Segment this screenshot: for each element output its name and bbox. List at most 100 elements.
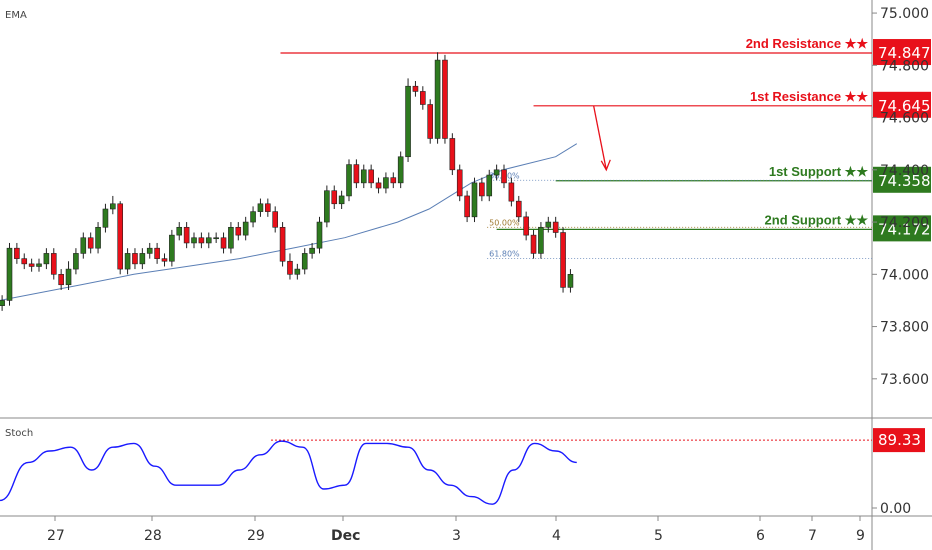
candle-body (6, 247, 13, 301)
level-label: 1st Support ★★ (769, 164, 868, 179)
candle-body (368, 169, 374, 184)
candle-body (169, 234, 175, 262)
candle-body (228, 226, 234, 249)
candle-body (87, 237, 94, 249)
level-price-text: 74.172 (878, 220, 931, 238)
candle-body (375, 182, 382, 189)
level-price-text: 74.358 (878, 172, 931, 190)
level-label: 2nd Support ★★ (765, 212, 869, 227)
candle-body (257, 203, 264, 212)
level-label: 2nd Resistance ★★ (746, 36, 869, 51)
time-axis-label: 4 (552, 528, 561, 544)
price-axis-label: 74.800 (880, 58, 929, 74)
candle-body (309, 247, 315, 254)
candle-body (235, 226, 242, 236)
candle-body (316, 221, 323, 249)
time-axis-label: 3 (452, 528, 461, 544)
time-axis-label: 29 (247, 528, 265, 544)
time-axis-label: 9 (856, 528, 865, 544)
time-axis-label: 5 (654, 528, 663, 544)
candle-body (464, 195, 470, 218)
candle-body (154, 247, 160, 259)
level-price-badge (873, 91, 931, 118)
candle-body (161, 258, 168, 262)
candle-body (139, 253, 146, 265)
candle-body (360, 169, 367, 184)
candle-body (545, 221, 552, 228)
candle-body (552, 221, 559, 233)
stoch-panel: 89.33 (0, 428, 925, 505)
candle-body (102, 208, 109, 228)
price-axis-label: 73.600 (880, 372, 929, 388)
stoch-indicator-label: Stoch (5, 428, 33, 439)
candle-body (471, 182, 478, 218)
candle-body (110, 203, 116, 210)
candle-body (508, 182, 515, 202)
time-axis-label: Dec (331, 528, 360, 544)
candle-body (301, 253, 308, 270)
candle-body (73, 253, 79, 270)
candle-body (36, 263, 42, 267)
candle-body (43, 253, 50, 265)
candle-body (486, 174, 493, 197)
candle-body (50, 253, 57, 275)
down-arrow-head (600, 159, 611, 172)
stoch-level-text: 89.33 (878, 431, 921, 449)
level-price-badge (873, 166, 931, 193)
candle-body (95, 226, 101, 249)
price-axis-label: 74.600 (880, 111, 929, 127)
price-axis-label: 73.800 (880, 320, 929, 336)
candle-body (449, 138, 456, 171)
candle-body (265, 203, 271, 212)
time-axis-label: 28 (144, 528, 162, 544)
candle-body (28, 263, 35, 267)
candle-body (515, 200, 522, 218)
candle-body (220, 237, 227, 249)
level-price-text: 74.847 (878, 44, 931, 62)
price-axis-label: 74.400 (880, 163, 929, 179)
candle-body (383, 177, 389, 189)
candle-body (205, 237, 212, 244)
candle-body (21, 258, 28, 265)
candle-body (501, 169, 507, 184)
candle-body (390, 177, 397, 184)
candle-body (346, 164, 352, 197)
candle-body (405, 85, 411, 158)
candle-body (567, 274, 574, 288)
support-resistance-lines: 2nd Resistance ★★ 74.847 1st Resistance ★★… (280, 36, 931, 242)
candles (0, 52, 574, 311)
candle-body (250, 211, 256, 223)
price-axis-label: 75.000 (880, 6, 929, 22)
candle-body (176, 226, 183, 236)
candle-body (117, 203, 124, 270)
forecast-arrows (592, 105, 611, 172)
stoch-line (0, 440, 577, 505)
candle-body (538, 226, 544, 254)
candle-body (58, 274, 64, 286)
fib-label: 61.80% (489, 250, 520, 259)
candle-body (530, 234, 537, 254)
candle-body (324, 190, 330, 223)
axes: 75.000 74.800 74.600 74.400 74.200 74.000 73.8… (47, 6, 929, 544)
candle-body (213, 237, 219, 240)
candle-body (353, 164, 360, 184)
candle-body (294, 268, 301, 275)
stoch-level-badge (873, 428, 925, 453)
candle-body (412, 85, 419, 92)
candle-body (146, 247, 153, 254)
candle-body (338, 195, 345, 205)
candle-body (80, 237, 87, 254)
stoch-axis-label: 0.00 (880, 501, 911, 517)
time-axis-label: 7 (808, 528, 817, 544)
candle-body (65, 268, 72, 286)
candle-body (479, 182, 485, 197)
down-arrow-shaft (592, 105, 607, 170)
candle-body (287, 260, 293, 275)
candle-body (456, 169, 463, 197)
level-price-badge (873, 39, 931, 66)
level-label: 1st Resistance ★★ (750, 89, 868, 104)
candle-body (331, 190, 338, 205)
